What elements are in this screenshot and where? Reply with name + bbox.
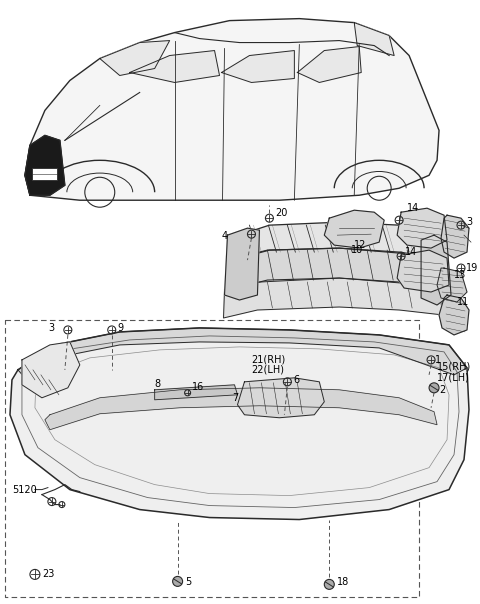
Polygon shape [238,378,324,418]
Polygon shape [25,135,65,195]
Text: 5: 5 [186,577,192,588]
Polygon shape [441,215,469,258]
Text: 10: 10 [351,245,363,255]
Text: 3: 3 [48,323,54,333]
Text: 8: 8 [155,379,161,389]
Text: 6: 6 [293,375,300,385]
Text: 23: 23 [42,570,54,579]
Text: 15(RH): 15(RH) [437,362,471,372]
Text: 4: 4 [221,231,228,241]
Text: 22(LH): 22(LH) [252,365,285,375]
Text: 7: 7 [232,393,239,403]
Text: 3: 3 [466,217,472,227]
Text: 16: 16 [192,382,204,392]
Polygon shape [22,342,80,398]
Text: 13: 13 [454,270,466,280]
Text: 19: 19 [466,263,478,273]
Text: 1: 1 [435,355,441,365]
Text: 9: 9 [118,323,124,333]
Polygon shape [439,295,469,335]
Polygon shape [354,22,394,56]
Polygon shape [18,328,467,378]
Circle shape [429,383,439,393]
Text: 20: 20 [276,208,288,218]
Polygon shape [397,208,447,248]
Circle shape [173,576,182,586]
Polygon shape [45,388,437,429]
Text: 17(LH): 17(LH) [437,373,470,383]
Circle shape [324,579,334,590]
Text: 11: 11 [457,297,469,307]
Text: 21(RH): 21(RH) [252,355,286,365]
Polygon shape [10,328,469,519]
Polygon shape [437,268,467,302]
Polygon shape [397,250,449,292]
Polygon shape [221,51,294,83]
Polygon shape [100,40,169,76]
Polygon shape [225,228,259,300]
Polygon shape [297,47,361,83]
Text: 5120: 5120 [12,484,37,495]
Polygon shape [25,19,439,200]
Text: 14: 14 [405,247,418,257]
Polygon shape [155,385,238,400]
Text: 2: 2 [439,385,445,395]
Text: 14: 14 [407,203,420,213]
Polygon shape [421,235,451,305]
Polygon shape [130,51,219,83]
Polygon shape [324,210,384,248]
Text: 18: 18 [337,577,349,588]
Polygon shape [228,248,441,290]
Polygon shape [224,278,443,318]
Polygon shape [229,222,439,260]
Bar [32,169,57,180]
Text: 12: 12 [354,240,367,250]
